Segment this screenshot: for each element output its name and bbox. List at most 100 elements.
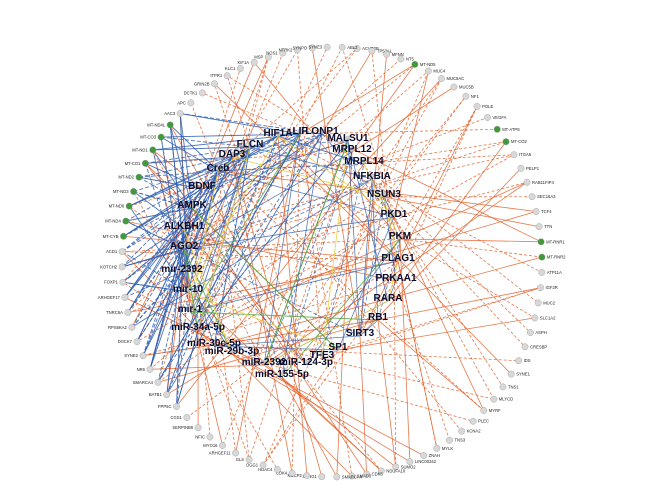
peripheral-node [446,436,453,444]
network-edge [183,248,361,337]
network-edge [277,135,512,375]
peripheral-node [187,99,195,107]
peripheral-node [462,92,470,100]
hub-node-label: TFE3 [310,350,335,361]
peripheral-node-label: MFNN [392,52,404,57]
peripheral-node [534,299,542,307]
peripheral-node-label: ARHGEF17 [98,295,121,300]
network-edge [213,135,279,347]
network-edge [191,207,367,475]
peripheral-node-label: SLC1A2 [540,315,556,320]
network-edge [197,329,494,400]
hub-node-label: mir-1 [178,304,203,315]
peripheral-node [293,46,301,54]
hub-node [247,141,253,147]
network-edge [197,154,515,331]
hub-node [391,211,397,217]
network-edge [122,281,189,293]
peripheral-node-label: MUC4 [433,69,446,74]
hub-node-label: MRPL14 [344,156,384,167]
network-edge [321,163,365,359]
network-edge [186,260,399,418]
peripheral-node-label: MT-RNR2 [547,255,566,260]
network-edge [142,248,185,356]
peripheral-node [528,193,536,201]
peripheral-node [176,110,184,117]
network-edge [149,178,373,370]
hub-node [297,128,303,134]
network-edge [226,75,323,135]
network-edge [161,136,251,148]
peripheral-node [303,472,311,479]
peripheral-node [502,138,510,146]
peripheral-node [469,417,477,425]
peripheral-node-label: RAB11FIP4 [532,180,554,185]
peripheral-node [122,217,130,225]
hub-node-label: BDNF [188,181,216,192]
peripheral-node-label: DCTK1 [184,90,198,95]
hub-node [375,314,381,320]
network-edges [121,46,543,478]
peripheral-node-label: IDS [524,358,531,363]
network-edge [187,52,284,293]
hub-node-label: MRPL12 [332,144,372,155]
network-edge [189,311,265,366]
peripheral-node [149,146,157,154]
peripheral-node [392,463,400,471]
network-edge [152,146,251,151]
peripheral-node [438,75,445,82]
peripheral-node [537,284,544,292]
network-edge [197,46,328,331]
network-edge [183,49,298,250]
network-edge [157,319,379,383]
peripheral-node-label: MSP [254,55,263,60]
peripheral-node-label: IGF2R [546,285,558,290]
network-edge [213,256,543,347]
network-edge [363,117,488,165]
network-edge [305,70,429,366]
peripheral-node [406,458,414,466]
network-edge [263,300,389,366]
network-edge [189,311,379,321]
hub-node [179,266,185,272]
network-edge [152,149,183,273]
network-edge [197,47,343,331]
peripheral-node-label: CGS1 [170,415,182,420]
hub-node-label: ALKBH1 [164,221,205,232]
peripheral-node-label: TCF4 [541,209,552,214]
network-edge [217,154,515,172]
network-edge [187,291,339,351]
hub-node [335,344,341,350]
network-edge [337,287,541,351]
network-edge [291,133,301,474]
network-edge [217,146,251,172]
hub-node-label: HIF1A [264,128,293,139]
peripheral-node [125,202,133,210]
hub-node-label: AMPK [177,200,207,211]
peripheral-node [424,67,432,75]
network-edge [157,133,301,383]
hub-node [229,151,235,157]
hub-node-label: DAP3 [219,149,246,160]
network-edge [281,238,401,378]
hub-node-label: PRKAA1 [375,273,417,284]
peripheral-node-label: GLS [236,457,245,462]
network-edge [321,133,542,243]
network-edge [121,251,189,293]
network-edge [263,140,349,366]
network-edge [281,376,338,478]
peripheral-node [411,61,419,68]
peripheral-node-label: PLEC [478,419,489,424]
network-edge [277,135,542,273]
peripheral-node-label: KOTCH2 [100,264,118,269]
network-edge [169,124,219,172]
network-edge [231,353,411,463]
network-edge [133,191,185,230]
hub-node [381,191,387,197]
network-edge [125,220,185,250]
network-edge [359,335,367,475]
network-edge [387,141,507,302]
hub-node [303,359,309,365]
network-edge [166,228,185,395]
network-edge [363,78,442,165]
